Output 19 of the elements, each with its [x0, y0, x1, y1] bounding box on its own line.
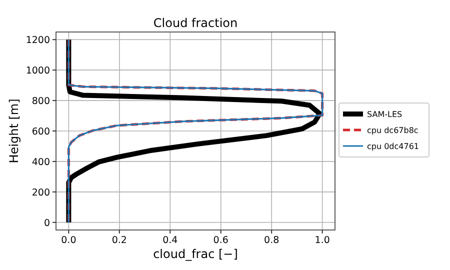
y-tick-label: 1200 [26, 35, 50, 46]
y-tick-label: 1000 [26, 66, 50, 77]
y-tick-label: 200 [32, 187, 50, 198]
x-tick-label: 1.0 [314, 235, 330, 246]
legend-label: SAM-LES [367, 110, 402, 119]
x-tick-label: 0.2 [112, 235, 127, 246]
x-axis-title: cloud_frac [−] [153, 247, 238, 261]
chart-title: Cloud fraction [153, 16, 238, 30]
y-tick-label: 600 [32, 126, 50, 138]
y-tick-label: 0 [44, 218, 50, 229]
x-tick-label: 0.6 [213, 235, 228, 246]
y-axis-title: Height [m] [7, 98, 21, 164]
y-tick-label: 800 [32, 96, 50, 108]
x-tick-label: 0.8 [264, 235, 280, 246]
legend-label: cpu dc67b8c [367, 126, 418, 135]
y-tick-label: 400 [32, 156, 50, 168]
legend-label: cpu 0dc4761 [367, 142, 420, 151]
x-tick-label: 0.4 [162, 235, 178, 246]
x-tick-label: 0.0 [61, 235, 76, 246]
